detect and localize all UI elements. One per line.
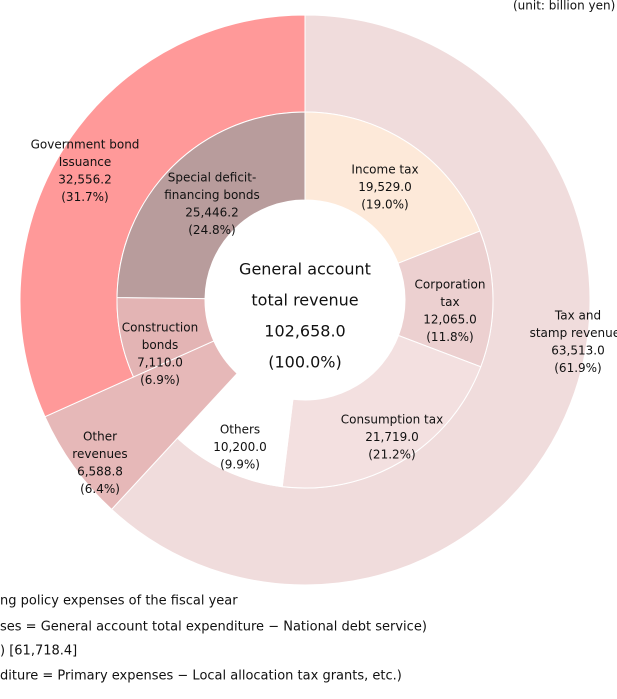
slice-name: Tax and <box>554 309 601 323</box>
slice-value: 6,588.8 <box>77 465 123 479</box>
slice-percent: (9.9%) <box>220 458 260 472</box>
slice-name: financing bonds <box>164 188 260 202</box>
slice-name: Income tax <box>351 163 418 177</box>
slice-name: Other <box>83 430 117 444</box>
slice-percent: (24.8%) <box>188 223 235 237</box>
slice-name: Issuance <box>59 155 112 169</box>
slice-percent: (61.9%) <box>554 361 601 375</box>
slice-label: Tax and stamp revenues 63,513.0 (61.9%) <box>530 309 617 376</box>
slice-label: Government bond Issuance 32,556.2 (31.7%) <box>31 138 140 205</box>
slice-label: Other revenues 6,588.8 (6.4%) <box>72 430 127 497</box>
slice-percent: (6.9%) <box>140 373 180 387</box>
slice-value: 7,110.0 <box>137 356 183 370</box>
slice-name: bonds <box>142 338 178 352</box>
slice-percent: (11.8%) <box>426 330 473 344</box>
footnote: ng policy expenses of the fiscal year <box>0 594 238 609</box>
slice-percent: (6.4%) <box>80 482 120 496</box>
unit-note: (unit: billion yen) <box>513 0 615 13</box>
slice-percent: (21.2%) <box>368 448 415 462</box>
center-title: total revenue <box>251 291 358 310</box>
slice-name: Government bond <box>31 138 140 152</box>
slice-label: Consumption tax 21,719.0 (21.2%) <box>341 413 443 462</box>
slice-value: 19,529.0 <box>358 180 411 194</box>
footnote: diture = Primary expenses − Local alloca… <box>0 669 402 684</box>
slice-name: Others <box>220 423 260 437</box>
slice-value: 63,513.0 <box>551 344 604 358</box>
slice-label: Special deficit-financing bonds 25,446.2 (… <box>164 171 260 238</box>
slice-label: Others 10,200.0 (9.9%) <box>213 423 266 472</box>
slice-label: Income tax 19,529.0 (19.0%) <box>351 163 418 212</box>
slice-label: Construction bonds 7,110.0 (6.9%) <box>122 321 198 388</box>
center-hole <box>205 200 405 400</box>
slice-value: 21,719.0 <box>365 430 418 444</box>
center-percent: (100.0%) <box>268 353 342 372</box>
slice-value: 10,200.0 <box>213 440 266 454</box>
center-title: General account <box>239 260 371 279</box>
slice-value: 32,556.2 <box>58 173 111 187</box>
slice-name: revenues <box>72 447 127 461</box>
slice-value: 25,446.2 <box>185 206 238 220</box>
center-label: General account total revenue 102,658.0 (10… <box>239 260 371 372</box>
slice-name: Corporation <box>415 278 486 292</box>
slice-name: stamp revenues <box>530 326 617 340</box>
slice-value: 12,065.0 <box>423 313 476 327</box>
slice-name: Consumption tax <box>341 413 443 427</box>
footnote: ) [61,718.4] <box>0 644 77 659</box>
footnote: ses = General account total expenditure … <box>0 620 427 635</box>
slice-name: Construction <box>122 321 198 335</box>
slice-name: Special deficit- <box>168 171 257 185</box>
slice-percent: (19.0%) <box>361 198 408 212</box>
center-value: 102,658.0 <box>264 322 345 341</box>
slice-name: tax <box>440 295 459 309</box>
slice-percent: (31.7%) <box>61 190 108 204</box>
slice-label: Corporation tax 12,065.0 (11.8%) <box>415 278 486 345</box>
